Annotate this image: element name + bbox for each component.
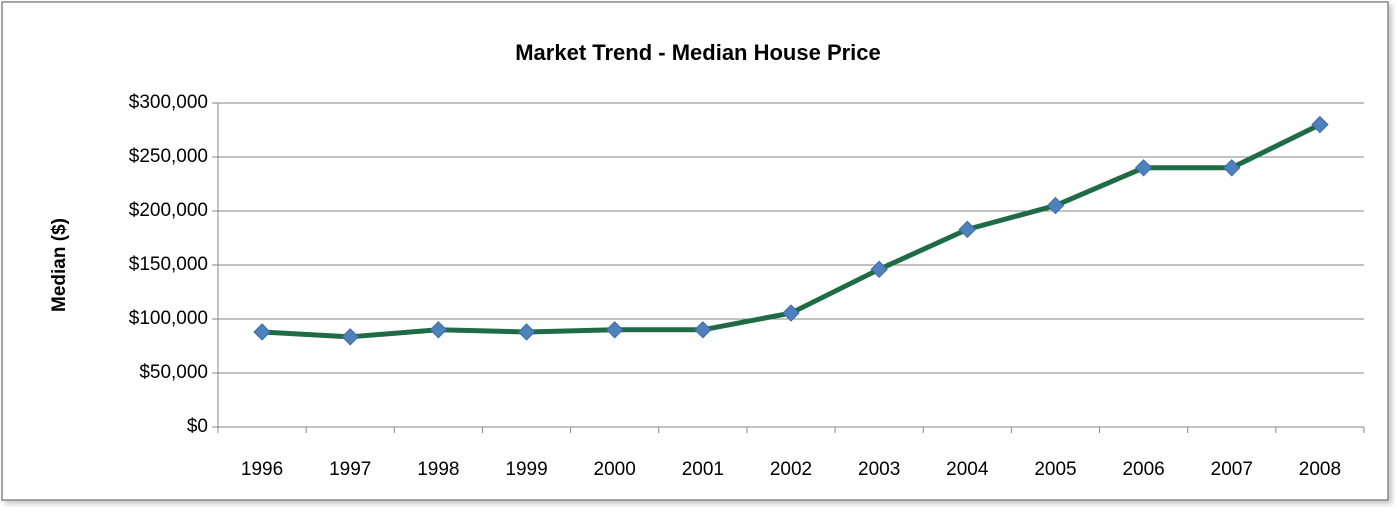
x-tick-label: 1996	[241, 459, 283, 480]
data-marker	[870, 260, 888, 279]
chart-title: Market Trend - Median House Price	[515, 40, 881, 65]
y-tick-label: $300,000	[129, 92, 208, 113]
x-tick-label: 1998	[417, 459, 459, 480]
y-tick-label: $50,000	[139, 362, 208, 383]
data-marker	[429, 321, 448, 339]
data-marker	[1046, 196, 1065, 215]
data-marker	[253, 323, 271, 341]
y-tick-label: $150,000	[129, 254, 208, 275]
y-axis-title: Median ($)	[49, 218, 70, 312]
data-marker	[1223, 159, 1241, 177]
x-tick-label: 2006	[1122, 459, 1164, 480]
x-tick-label: 2004	[946, 459, 989, 480]
x-tick-label: 2000	[594, 459, 636, 480]
x-tick-label: 2007	[1211, 459, 1253, 480]
data-marker	[958, 220, 977, 239]
data-marker	[782, 304, 800, 322]
x-tick-label: 1999	[505, 459, 547, 480]
y-tick-label: $100,000	[129, 308, 208, 329]
x-tick-label: 2005	[1034, 459, 1076, 480]
data-marker	[605, 321, 624, 339]
y-tick-label: $250,000	[129, 146, 208, 167]
data-marker	[341, 328, 359, 346]
data-marker	[517, 323, 536, 341]
x-tick-label: 2001	[682, 459, 724, 480]
x-tick-label: 1997	[329, 459, 371, 480]
data-marker	[1311, 115, 1329, 134]
x-tick-label: 2002	[770, 459, 812, 480]
data-marker	[1134, 159, 1153, 177]
data-marker	[694, 321, 712, 339]
x-tick-label: 2008	[1299, 459, 1341, 480]
y-tick-label: $200,000	[129, 200, 208, 221]
y-tick-label: $0	[187, 416, 208, 437]
x-tick-label: 2003	[858, 459, 900, 480]
